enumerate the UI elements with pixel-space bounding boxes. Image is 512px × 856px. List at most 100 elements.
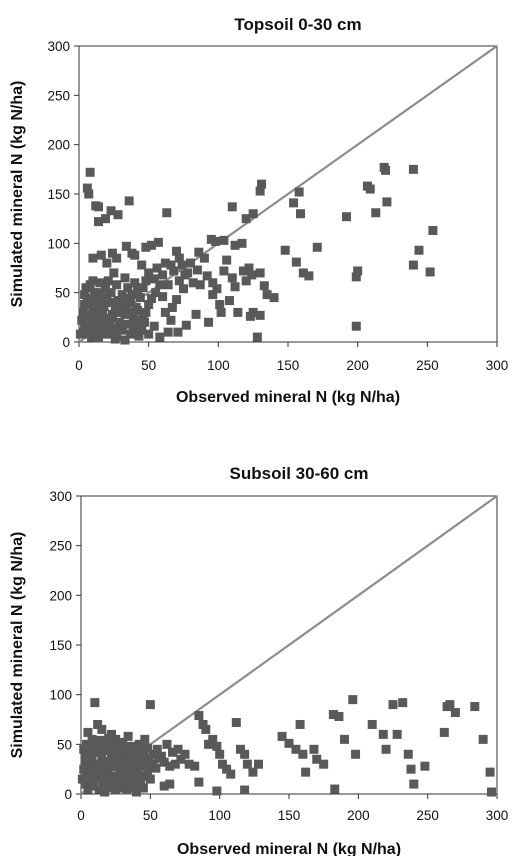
- data-point: [108, 773, 118, 783]
- data-point: [176, 754, 186, 764]
- data-point: [97, 771, 107, 781]
- data-point: [100, 214, 110, 224]
- data-point: [96, 300, 106, 310]
- data-point: [82, 769, 92, 779]
- data-point: [85, 167, 95, 177]
- data-point: [215, 300, 225, 310]
- data-point: [162, 208, 172, 218]
- data-point: [398, 698, 408, 708]
- data-point: [144, 268, 154, 278]
- data-point: [255, 268, 265, 278]
- data-point: [118, 745, 128, 755]
- data-point: [237, 238, 247, 248]
- data-point: [181, 320, 191, 330]
- data-point: [425, 267, 435, 277]
- data-point: [138, 783, 148, 793]
- data-point: [84, 741, 94, 751]
- data-point: [212, 741, 222, 751]
- data-point: [208, 734, 218, 744]
- data-point: [212, 284, 222, 294]
- data-point: [145, 774, 155, 784]
- data-point: [280, 245, 290, 255]
- data-point: [294, 187, 304, 197]
- data-point: [238, 266, 248, 276]
- data-point: [124, 196, 134, 206]
- data-point: [77, 774, 87, 784]
- data-point: [248, 209, 258, 219]
- data-point: [408, 260, 418, 270]
- data-point: [235, 744, 245, 754]
- data-point: [75, 329, 85, 339]
- data-point: [78, 307, 88, 317]
- data-point: [202, 271, 212, 281]
- data-point: [174, 276, 184, 286]
- data-point: [168, 747, 178, 757]
- data-point: [406, 764, 416, 774]
- data-point: [152, 263, 162, 273]
- data-point: [94, 202, 104, 212]
- data-point: [107, 747, 117, 757]
- data-point: [149, 274, 159, 284]
- data-point: [105, 298, 115, 308]
- data-point: [93, 743, 103, 753]
- data-point: [121, 301, 131, 311]
- data-point: [90, 737, 100, 747]
- data-point: [262, 290, 272, 300]
- data-point: [84, 757, 94, 767]
- data-point: [184, 759, 194, 769]
- data-point: [351, 321, 361, 331]
- data-point: [82, 298, 92, 308]
- data-point: [123, 283, 133, 293]
- data-point: [183, 268, 193, 278]
- x-tick-label: 200: [346, 358, 369, 373]
- data-point: [121, 241, 131, 251]
- x-axis-label: Observed mineral N (kg N/ha): [177, 841, 401, 856]
- y-tick-label: 150: [47, 187, 70, 202]
- data-point: [163, 280, 173, 290]
- data-point: [102, 777, 112, 787]
- data-point: [137, 260, 147, 270]
- data-point: [309, 744, 319, 754]
- data-point: [198, 719, 208, 729]
- x-axis-label: Observed mineral N (kg N/ha): [176, 389, 400, 406]
- data-point: [379, 162, 389, 172]
- data-point: [414, 245, 424, 255]
- data-point: [298, 749, 308, 759]
- data-point: [291, 744, 301, 754]
- data-point: [195, 280, 205, 290]
- data-point: [216, 307, 226, 317]
- data-point: [166, 260, 176, 270]
- data-point: [138, 312, 148, 322]
- data-point: [169, 266, 179, 276]
- data-point: [94, 759, 104, 769]
- data-point: [85, 309, 95, 319]
- data-point: [112, 280, 122, 290]
- y-tick-label: 300: [47, 39, 70, 54]
- y-tick-label: 0: [64, 787, 72, 802]
- data-point: [151, 288, 161, 298]
- data-point: [160, 307, 170, 317]
- data-point: [478, 734, 488, 744]
- data-point: [155, 280, 165, 290]
- data-point: [135, 293, 145, 303]
- data-point: [91, 298, 101, 308]
- data-point: [226, 769, 236, 779]
- data-point: [248, 767, 258, 777]
- data-point: [172, 295, 182, 305]
- data-point: [204, 739, 214, 749]
- data-point: [217, 759, 227, 769]
- data-point: [126, 741, 136, 751]
- data-point: [146, 294, 156, 304]
- data-point: [199, 253, 209, 263]
- data-point: [231, 717, 241, 727]
- data-point: [97, 724, 107, 734]
- data-point: [242, 759, 252, 769]
- data-point: [122, 785, 132, 795]
- data-point: [188, 278, 198, 288]
- data-point: [144, 329, 154, 339]
- data-point: [165, 761, 175, 771]
- data-point: [83, 784, 93, 794]
- data-point: [224, 296, 234, 306]
- data-point: [100, 763, 110, 773]
- data-point: [277, 731, 287, 741]
